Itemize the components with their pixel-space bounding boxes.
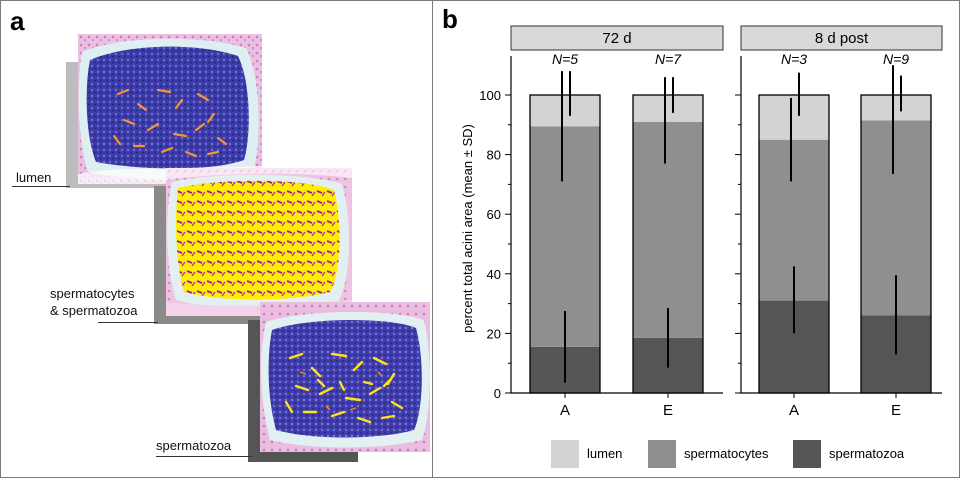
spermatocytes-label-line bbox=[98, 322, 158, 323]
facet-strip-1 bbox=[510, 25, 724, 51]
facet-title-2: 8 d post bbox=[815, 30, 869, 47]
bar-lumen-2-A bbox=[759, 95, 829, 140]
facet-title-1: 72 d bbox=[602, 30, 631, 47]
facet-strip-2 bbox=[740, 25, 943, 51]
y-tick-label-20: 20 bbox=[487, 326, 501, 341]
n-label-1-E: N=7 bbox=[655, 51, 682, 67]
legend-swatch-lumen bbox=[551, 440, 579, 468]
panel-divider bbox=[432, 0, 433, 478]
x-tick-label-2-E: E bbox=[891, 402, 901, 419]
x-tick-label-1-E: E bbox=[663, 402, 673, 419]
bar-lumen-2-E bbox=[861, 95, 931, 121]
y-tick-label-40: 40 bbox=[487, 267, 501, 282]
y-tick-label-80: 80 bbox=[487, 148, 501, 163]
histology-image-spermatozoa bbox=[260, 302, 430, 452]
n-label-1-A: N=5 bbox=[552, 51, 578, 67]
legend-swatch-spermatocytes bbox=[648, 440, 676, 468]
y-tick-label-0: 0 bbox=[494, 386, 501, 401]
x-tick-label-1-A: A bbox=[560, 402, 570, 419]
bar-lumen-1-A bbox=[530, 95, 600, 127]
y-tick-label-60: 60 bbox=[487, 207, 501, 222]
x-tick-label-2-A: A bbox=[789, 402, 799, 419]
connector-spermatocytes bbox=[154, 186, 166, 324]
y-axis-label: percent total acini area (mean ± SD) bbox=[460, 124, 475, 333]
spermatozoa-label: spermatozoa bbox=[156, 438, 232, 453]
connector-spermatocytes-base bbox=[154, 314, 262, 324]
legend-label-spermatozoa: spermatozoa bbox=[829, 446, 905, 461]
legend-swatch-spermatozoa bbox=[793, 440, 821, 468]
connector-spermatozoa-base bbox=[248, 452, 358, 462]
histology-image-spermatocytes bbox=[166, 168, 352, 316]
legend-label-spermatocytes: spermatocytes bbox=[684, 446, 769, 461]
panel-b-letter: b bbox=[442, 4, 458, 34]
connector-spermatozoa bbox=[248, 320, 260, 462]
lumen-label: lumen bbox=[16, 170, 52, 185]
legend-label-lumen: lumen bbox=[587, 446, 622, 461]
bar-spermatocytes-1-E bbox=[633, 121, 703, 338]
y-tick-label-100: 100 bbox=[479, 88, 501, 103]
spermatozoa-label-line bbox=[156, 456, 252, 457]
n-label-2-E: N=9 bbox=[883, 51, 909, 67]
n-label-2-A: N=3 bbox=[781, 51, 807, 67]
bar-lumen-1-E bbox=[633, 95, 703, 122]
bar-spermatocytes-1-A bbox=[530, 126, 600, 347]
spermatocytes-label-line2: & spermatozoa bbox=[50, 303, 138, 318]
spermatocytes-label-line1: spermatocytes bbox=[50, 286, 135, 301]
lumen-label-line bbox=[12, 186, 70, 187]
connector-lumen bbox=[66, 62, 78, 188]
panel-a-letter: a bbox=[10, 6, 25, 36]
